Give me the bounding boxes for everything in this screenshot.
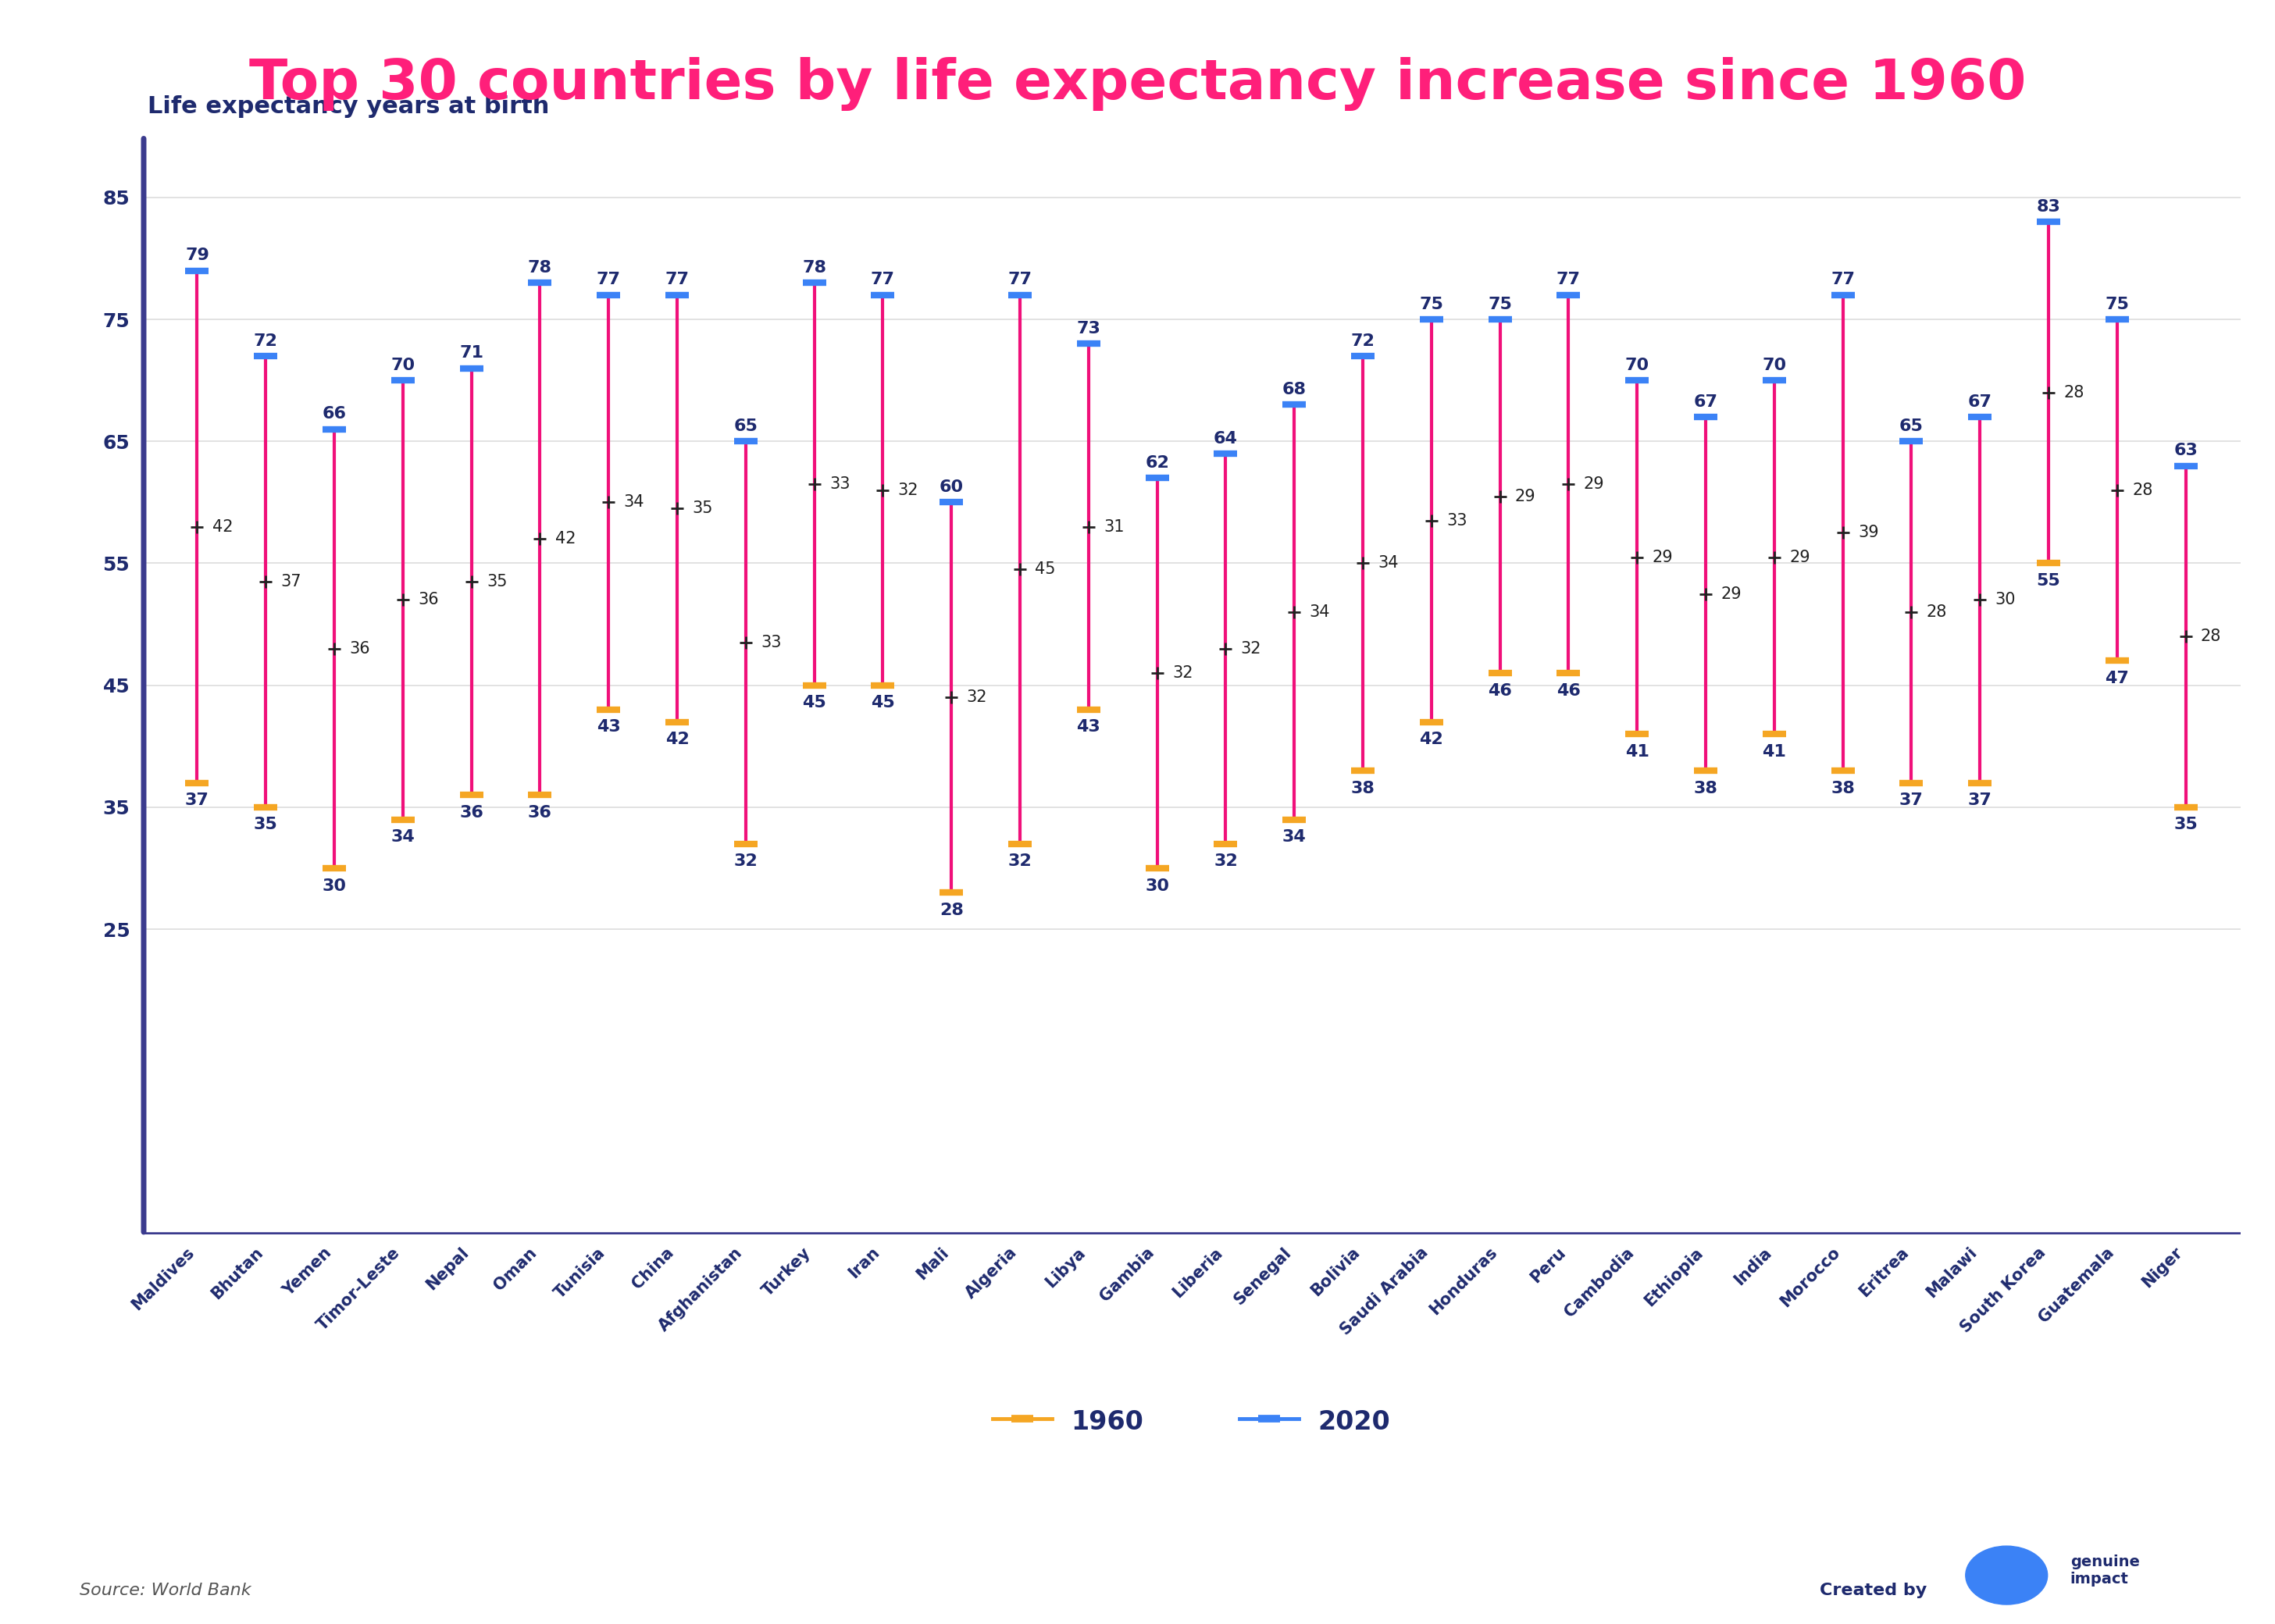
Text: 33: 33 (1447, 513, 1467, 528)
Text: 36: 36 (419, 593, 439, 607)
Text: 31: 31 (1103, 520, 1124, 534)
Text: 35: 35 (2173, 817, 2198, 833)
Text: 37: 37 (1900, 793, 1922, 809)
Text: 37: 37 (1968, 793, 1993, 809)
Text: 70: 70 (391, 357, 414, 374)
Text: 64: 64 (1213, 430, 1238, 447)
Text: 71: 71 (460, 346, 485, 361)
Text: 75: 75 (2104, 297, 2129, 312)
Text: 43: 43 (596, 719, 621, 736)
Text: 79: 79 (184, 247, 209, 263)
Text: 42: 42 (664, 732, 689, 747)
Text: 83: 83 (2036, 198, 2061, 214)
Text: 30: 30 (1144, 879, 1169, 893)
Text: 66: 66 (323, 406, 346, 422)
Text: Source: World Bank: Source: World Bank (80, 1582, 250, 1598)
Text: 28: 28 (2132, 482, 2152, 499)
Text: 32: 32 (735, 854, 758, 869)
Text: 63: 63 (2173, 443, 2198, 458)
Text: 29: 29 (1720, 586, 1743, 601)
Text: 32: 32 (899, 482, 919, 499)
Text: 46: 46 (1556, 682, 1581, 698)
Text: 29: 29 (1790, 549, 1811, 565)
Text: 65: 65 (1900, 419, 1922, 434)
Text: 42: 42 (1420, 732, 1442, 747)
Text: 36: 36 (528, 806, 553, 820)
Text: 37: 37 (184, 793, 209, 809)
Text: 28: 28 (940, 903, 965, 918)
Text: 33: 33 (760, 635, 783, 651)
Text: 77: 77 (1831, 273, 1854, 287)
Text: 73: 73 (1076, 322, 1101, 336)
Text: 72: 72 (1351, 333, 1374, 349)
Text: 34: 34 (1283, 830, 1306, 844)
Text: 28: 28 (1927, 604, 1947, 620)
Text: Top 30 countries by life expectancy increase since 1960: Top 30 countries by life expectancy incr… (248, 57, 2027, 110)
Text: 34: 34 (1379, 555, 1399, 572)
Text: 38: 38 (1351, 781, 1374, 796)
Text: 67: 67 (1693, 395, 1718, 409)
Text: 32: 32 (1213, 854, 1238, 869)
Text: 29: 29 (1652, 549, 1672, 565)
Text: 28: 28 (2063, 385, 2084, 401)
Text: 35: 35 (487, 573, 507, 590)
Text: 36: 36 (350, 641, 371, 656)
Text: 38: 38 (1831, 781, 1854, 796)
Text: 77: 77 (1556, 273, 1581, 287)
Text: 55: 55 (2036, 573, 2061, 588)
Text: 78: 78 (528, 260, 553, 276)
Text: 32: 32 (967, 690, 987, 705)
Text: 47: 47 (2104, 671, 2129, 687)
Text: 32: 32 (1240, 641, 1263, 656)
Text: 77: 77 (871, 273, 894, 287)
Legend: 1960, 2020: 1960, 2020 (992, 1408, 1390, 1436)
Text: 75: 75 (1488, 297, 1513, 312)
Text: 45: 45 (1035, 562, 1056, 577)
Text: 70: 70 (1763, 357, 1786, 374)
Text: Life expectancy years at birth: Life expectancy years at birth (148, 96, 551, 119)
Text: 67: 67 (1968, 395, 1993, 409)
Text: 39: 39 (1859, 525, 1879, 541)
Text: 65: 65 (733, 419, 758, 434)
Text: 29: 29 (1515, 489, 1536, 503)
Text: 34: 34 (391, 830, 414, 844)
Text: 41: 41 (1624, 744, 1649, 760)
Text: 32: 32 (1172, 666, 1192, 680)
Circle shape (1966, 1546, 2048, 1605)
Text: 46: 46 (1488, 682, 1513, 698)
Text: 75: 75 (1420, 297, 1442, 312)
Text: genuine
impact: genuine impact (2070, 1554, 2141, 1587)
Text: 42: 42 (555, 531, 576, 547)
Text: 35: 35 (255, 817, 278, 833)
Text: 77: 77 (1008, 273, 1033, 287)
Text: 38: 38 (1693, 781, 1718, 796)
Text: 34: 34 (623, 495, 644, 510)
Text: 29: 29 (1583, 476, 1604, 492)
Text: 33: 33 (830, 476, 851, 492)
Text: 62: 62 (1144, 455, 1169, 471)
Text: 78: 78 (803, 260, 826, 276)
Text: Created by: Created by (1820, 1582, 1927, 1598)
Text: 35: 35 (692, 500, 712, 516)
Text: 28: 28 (2200, 628, 2220, 645)
Text: 45: 45 (803, 695, 826, 711)
Text: 36: 36 (460, 806, 485, 820)
Text: 72: 72 (255, 333, 278, 349)
Text: 77: 77 (596, 273, 621, 287)
Text: 77: 77 (664, 273, 689, 287)
Text: 32: 32 (1008, 854, 1033, 869)
Text: 43: 43 (1076, 719, 1101, 736)
Text: 45: 45 (871, 695, 894, 711)
Text: 30: 30 (323, 879, 346, 893)
Text: 41: 41 (1763, 744, 1786, 760)
Text: 34: 34 (1310, 604, 1331, 620)
Text: 70: 70 (1624, 357, 1649, 374)
Text: 37: 37 (280, 573, 303, 590)
Text: 30: 30 (1995, 593, 2016, 607)
Text: 42: 42 (212, 520, 232, 534)
Text: 60: 60 (940, 479, 965, 495)
Text: 68: 68 (1283, 382, 1306, 398)
